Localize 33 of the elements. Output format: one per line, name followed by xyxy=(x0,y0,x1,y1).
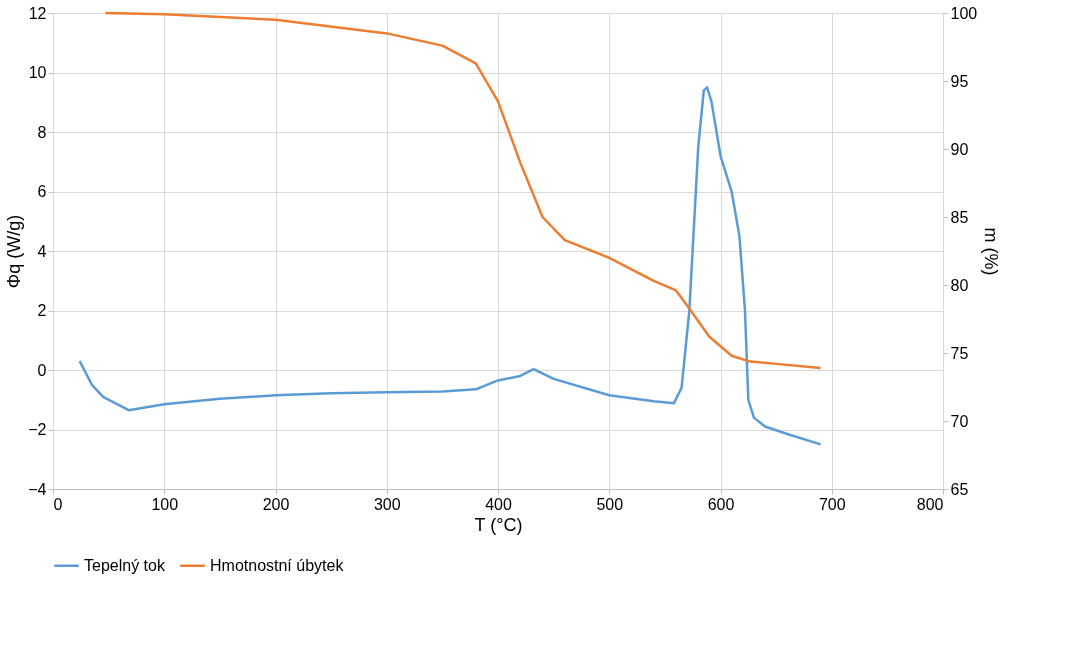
x-tick-label: 300 xyxy=(373,495,401,513)
y-tick-label: 8 xyxy=(37,123,47,141)
legend-label: Tepelný tok xyxy=(84,556,166,574)
y-tick-label: −4 xyxy=(28,480,47,498)
y-tick-label: 10 xyxy=(28,64,47,81)
y2-tick-label: 100 xyxy=(950,4,978,22)
y2-axis-title: m (%) xyxy=(981,227,1002,276)
y-tick-label: 6 xyxy=(37,183,47,200)
line-series xyxy=(78,86,822,446)
y2-tick-label: 70 xyxy=(950,412,969,430)
legend-label: Hmotnostní úbytek xyxy=(210,556,345,574)
y-tick-label: 2 xyxy=(37,302,47,319)
y2-tick-label: 95 xyxy=(950,72,969,90)
y2-tick-label: 85 xyxy=(950,208,969,226)
y-axis-title: Φq (W/g) xyxy=(4,214,25,289)
y2-tick-label: 80 xyxy=(950,276,969,294)
y-tick-label: 12 xyxy=(28,4,47,22)
x-tick-label: 100 xyxy=(151,495,179,513)
y-tick-label: 4 xyxy=(37,242,47,260)
x-tick-label: 800 xyxy=(916,495,944,513)
x-axis-title: T (°C) xyxy=(474,514,523,535)
y2-tick-label: 75 xyxy=(950,344,969,362)
y2-tick-label: 65 xyxy=(950,480,969,498)
line-series xyxy=(104,11,822,370)
x-tick-label: 600 xyxy=(707,495,735,513)
y-tick-label: 0 xyxy=(37,361,47,379)
x-tick-label: 200 xyxy=(262,495,290,513)
x-tick-label: 500 xyxy=(596,495,624,513)
x-tick-label: 0 xyxy=(53,495,63,513)
x-tick-label: 400 xyxy=(485,495,512,513)
x-tick-label: 700 xyxy=(818,495,846,513)
y-tick-label: −2 xyxy=(28,421,47,438)
y2-tick-label: 90 xyxy=(950,140,969,158)
